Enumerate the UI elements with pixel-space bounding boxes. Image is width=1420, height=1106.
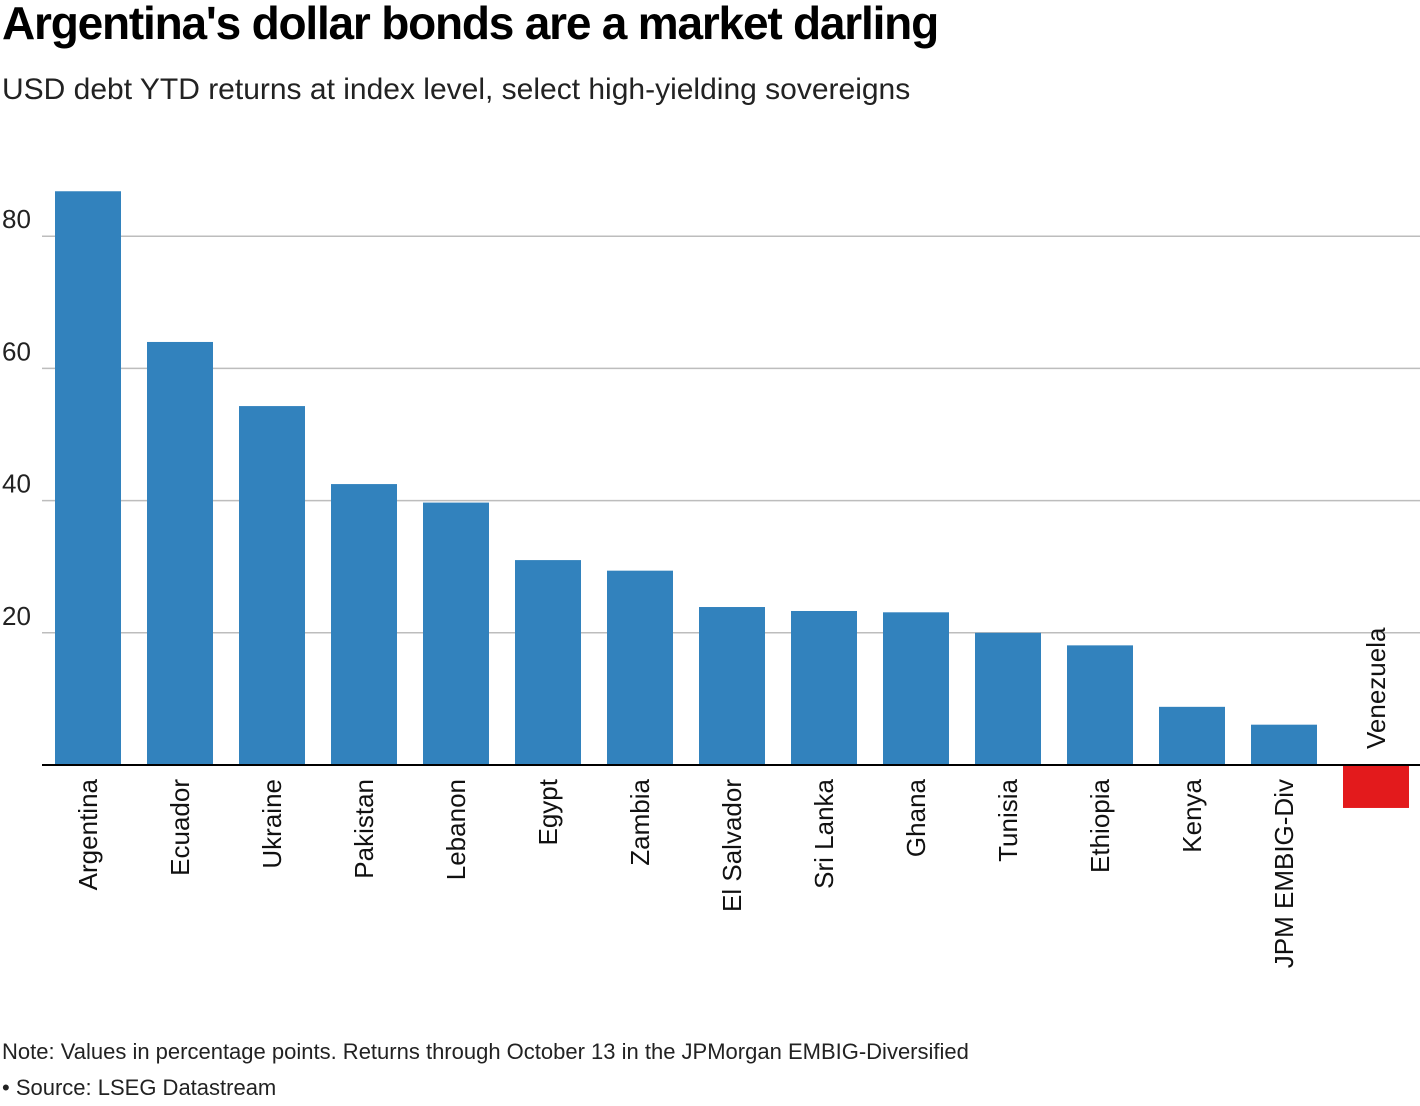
footnote: Note: Values in percentage points. Retur… xyxy=(2,1039,969,1064)
y-tick-label: 60 xyxy=(2,336,31,366)
x-tick-label: Tunisia xyxy=(993,778,1023,861)
x-tick-label: Ecuador xyxy=(165,779,195,876)
bar-ghana xyxy=(883,612,949,765)
y-axis-ticks: 20 40 60 80 xyxy=(2,204,31,631)
x-tick-label: Ethiopia xyxy=(1085,778,1115,872)
x-tick-label: Lebanon xyxy=(441,779,471,880)
x-tick-label: Egypt xyxy=(533,778,563,845)
bar-ukraine xyxy=(239,406,305,765)
bar-el-salvador xyxy=(699,607,765,765)
y-tick-label: 20 xyxy=(2,601,31,631)
x-tick-label: Pakistan xyxy=(349,779,379,879)
x-tick-label: Ghana xyxy=(901,778,931,857)
x-tick-label: Sri Lanka xyxy=(809,778,839,888)
bar-venezuela xyxy=(1343,765,1409,808)
x-tick-label: Venezuela xyxy=(1361,627,1391,749)
bar-jpm-embig-div xyxy=(1251,724,1317,765)
bar-tunisia xyxy=(975,632,1041,765)
y-tick-label: 40 xyxy=(2,469,31,499)
bar-lebanon xyxy=(423,502,489,765)
x-tick-label: Zambia xyxy=(625,778,655,865)
bar-argentina xyxy=(55,191,121,765)
bar-ethiopia xyxy=(1067,645,1133,765)
chart-title: Argentina's dollar bonds are a market da… xyxy=(2,0,939,49)
y-tick-label: 80 xyxy=(2,204,31,234)
source-line: • Source: LSEG Datastream xyxy=(2,1075,277,1100)
x-tick-label: Kenya xyxy=(1177,778,1207,852)
x-tick-label: Argentina xyxy=(73,778,103,890)
bars xyxy=(55,191,1409,808)
bar-zambia xyxy=(607,570,673,765)
category-labels: Argentina Ecuador Ukraine Pakistan Lebanon Eg… xyxy=(73,627,1391,968)
x-tick-label: El Salvador xyxy=(717,779,747,912)
bar-pakistan xyxy=(331,484,397,765)
bar-ecuador xyxy=(147,341,213,765)
chart-subtitle: USD debt YTD returns at index level, sel… xyxy=(2,73,911,106)
bar-chart: 20 40 60 80 Argentina Ecuador Ukraine Pakistan… xyxy=(2,191,1420,968)
bar-sri-lanka xyxy=(791,610,857,765)
x-tick-label: Ukraine xyxy=(257,779,287,869)
bar-kenya xyxy=(1159,706,1225,765)
bar-egypt xyxy=(515,560,581,765)
x-tick-label: JPM EMBIG-Div xyxy=(1269,779,1299,968)
